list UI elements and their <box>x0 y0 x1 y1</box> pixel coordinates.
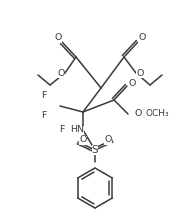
Text: HN: HN <box>70 126 84 134</box>
Text: O: O <box>138 34 146 42</box>
Text: O: O <box>79 135 87 144</box>
Text: O: O <box>128 79 136 88</box>
Text: S: S <box>92 145 98 155</box>
Text: O: O <box>104 135 112 144</box>
Text: O: O <box>134 109 142 118</box>
Text: O: O <box>136 68 144 77</box>
Text: F: F <box>59 125 65 134</box>
Text: F: F <box>41 91 47 100</box>
Text: O: O <box>54 34 62 42</box>
Text: F: F <box>41 112 47 121</box>
Text: O: O <box>57 68 65 77</box>
Text: OCH₃: OCH₃ <box>146 109 170 118</box>
